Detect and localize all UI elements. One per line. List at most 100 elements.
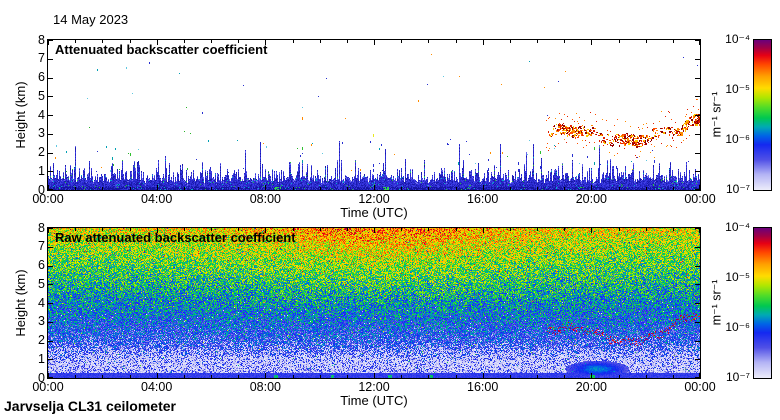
tick-mark [510,375,511,378]
tick-mark [699,228,700,233]
tick-mark [157,40,158,45]
tick-mark [673,40,674,43]
y-tick-label: 5 [38,88,45,103]
tick-mark [48,373,49,378]
x-tick-label: 12:00 [358,379,390,394]
tick-mark [130,187,131,190]
tick-mark [510,187,511,190]
tick-mark [320,375,321,378]
tick-mark [48,134,53,135]
y-tick-label: 8 [38,220,45,235]
tick-mark [537,375,538,378]
tick-mark [347,187,348,190]
y-tick-label: 7 [38,239,45,254]
tick-mark [564,187,565,190]
tick-mark [646,375,647,378]
tick-mark [695,189,700,190]
panel-title-raw: Raw attenuated backscatter coefficient [55,230,296,245]
tick-mark [293,187,294,190]
tick-mark [699,185,700,190]
tick-mark [48,303,53,304]
tick-mark [265,373,266,378]
colorbar-tick-label: 10⁻⁴ [725,32,750,46]
tick-mark [238,40,239,43]
tick-mark [695,59,700,60]
tick-mark [695,247,700,248]
tick-mark [157,373,158,378]
x-tick-label: 00:00 [32,191,64,206]
y-tick-label: 8 [38,32,45,47]
tick-mark [695,171,700,172]
tick-mark [510,228,511,231]
tick-mark [48,377,53,378]
tick-mark [238,228,239,231]
tick-mark [537,187,538,190]
tick-mark [456,375,457,378]
raw-backscatter-heatmap [48,228,700,378]
tick-mark [48,115,53,116]
colorbar-unit-label-top: m⁻¹ sr⁻¹ [709,91,724,138]
tick-mark [673,228,674,231]
x-tick-label: 16:00 [467,379,499,394]
tick-mark [75,40,76,43]
tick-mark [646,187,647,190]
tick-mark [374,228,375,233]
attenuated-backscatter-panel: Attenuated backscatter coefficient [47,39,701,191]
tick-mark [238,375,239,378]
tick-mark [48,359,53,360]
colorbar-bottom [753,227,772,379]
tick-mark [75,228,76,231]
y-tick-label: 3 [38,314,45,329]
x-tick-label: 16:00 [467,191,499,206]
tick-mark [591,40,592,45]
tick-mark [211,40,212,43]
y-tick-label: 1 [38,351,45,366]
raw-backscatter-panel: Raw attenuated backscatter coefficient [47,227,701,379]
tick-mark [48,185,49,190]
x-axis-label-bottom: Time (UTC) [340,393,408,408]
tick-mark [673,187,674,190]
tick-mark [619,375,620,378]
tick-mark [591,373,592,378]
x-tick-label: 20:00 [575,379,607,394]
tick-mark [695,96,700,97]
tick-mark [695,115,700,116]
tick-mark [564,40,565,43]
tick-mark [48,78,53,79]
colorbar-tick-label: 10⁻⁵ [725,270,750,284]
tick-mark [695,40,700,41]
tick-mark [48,228,53,229]
x-tick-label: 12:00 [358,191,390,206]
tick-mark [695,341,700,342]
tick-mark [265,228,266,233]
y-tick-label: 7 [38,51,45,66]
tick-mark [483,185,484,190]
tick-mark [265,40,266,45]
tick-mark [428,375,429,378]
panel-title-attenuated: Attenuated backscatter coefficient [55,42,268,57]
tick-mark [591,185,592,190]
tick-mark [619,187,620,190]
tick-mark [293,228,294,231]
tick-mark [102,375,103,378]
x-tick-label: 04:00 [141,379,173,394]
tick-mark [510,40,511,43]
tick-mark [428,228,429,231]
tick-mark [48,341,53,342]
tick-mark [673,375,674,378]
tick-mark [130,228,131,231]
colorbar-tick-label: 10⁻⁶ [725,320,750,334]
tick-mark [695,266,700,267]
y-tick-label: 1 [38,163,45,178]
tick-mark [374,40,375,45]
tick-mark [48,189,53,190]
tick-mark [695,322,700,323]
footer-instrument-label: Jarvselja CL31 ceilometer [4,398,176,414]
tick-mark [695,134,700,135]
colorbar-tick-label: 10⁻⁵ [725,82,750,96]
tick-mark [483,373,484,378]
tick-mark [48,284,53,285]
tick-mark [48,322,53,323]
tick-mark [619,40,620,43]
tick-mark [374,373,375,378]
